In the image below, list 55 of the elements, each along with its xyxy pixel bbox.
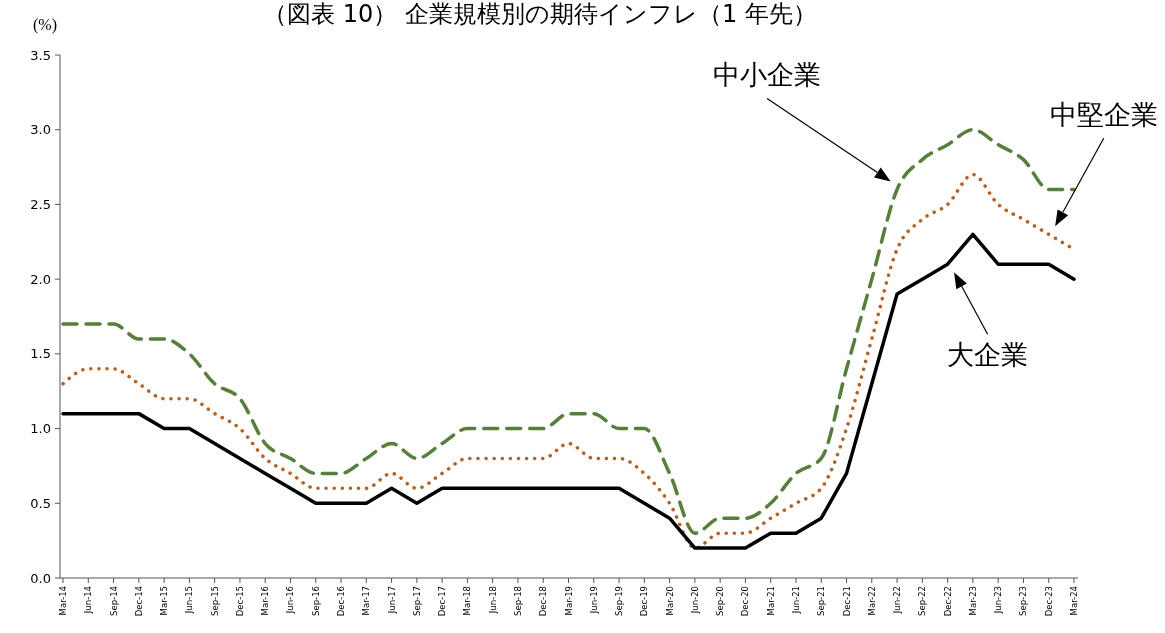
x-tick-label: Jun-22 (892, 586, 903, 615)
y-tick-label: 1.0 (30, 421, 51, 437)
x-tick-label: Sep-21 (816, 586, 827, 616)
y-tick-label: 0.5 (30, 495, 51, 511)
text: 中小企業 (713, 59, 822, 91)
x-tick-label: Sep-20 (715, 586, 726, 616)
x-tick-label: Dec-20 (740, 586, 751, 617)
x-tick-label: Mar-17 (361, 586, 372, 616)
chart-title: （図表 10） 企業規模別の期待インフレ（1 年先） (263, 0, 817, 28)
x-tick-label: Mar-22 (866, 586, 877, 616)
y-tick-label: 3.0 (30, 122, 51, 138)
x-tick-label: Sep-19 (614, 586, 625, 616)
y-tick-label: 2.0 (30, 271, 51, 287)
y-tick-label: 1.5 (30, 346, 51, 362)
x-tick-label: Mar-16 (260, 586, 271, 616)
x-tick-label: Dec-16 (336, 586, 347, 617)
x-tick-label: Jun-19 (588, 586, 599, 615)
x-tick-label: Jun-14 (83, 586, 94, 615)
y-tick-label: 3.5 (30, 47, 51, 63)
x-tick-label: Dec-17 (437, 586, 448, 617)
y-tick-label: 2.5 (30, 196, 51, 212)
x-tick-label: Mar-23 (967, 586, 978, 616)
x-tick-label: Sep-14 (108, 586, 119, 616)
x-tick-label: Jun-18 (487, 586, 498, 615)
x-tick-label: Mar-19 (563, 586, 574, 616)
x-tick-label: Jun-20 (689, 586, 700, 615)
x-tick-label: Mar-14 (58, 586, 68, 616)
x-tick-label: Mar-20 (664, 586, 675, 616)
x-tick-label: Sep-16 (310, 586, 321, 616)
x-tick-label: Dec-21 (841, 586, 852, 617)
x-tick-label: Dec-22 (942, 586, 953, 617)
x-tick-label: Sep-22 (917, 586, 928, 616)
x-tick-label: Sep-17 (411, 586, 422, 616)
x-tick-label: Sep-18 (512, 586, 523, 616)
x-tick-label: Sep-15 (209, 586, 220, 616)
x-tick-label: Mar-15 (159, 586, 170, 616)
text: 中堅企業 (1049, 99, 1158, 131)
x-tick-label: Mar-18 (462, 586, 473, 616)
x-tick-label: Dec-19 (639, 586, 650, 617)
x-tick-label: Jun-23 (993, 586, 1004, 615)
x-tick-label: Mar-21 (765, 586, 776, 616)
x-tick-label: Mar-24 (1069, 586, 1079, 616)
y-tick-label: 0.0 (30, 570, 51, 586)
y-axis-title: (%) (33, 16, 57, 34)
x-tick-label: Jun-16 (285, 586, 296, 615)
x-tick-label: Dec-14 (133, 586, 144, 617)
x-tick-label: Dec-18 (538, 586, 549, 617)
x-tick-label: Jun-21 (790, 586, 801, 615)
x-tick-label: Jun-17 (386, 586, 397, 615)
line-series (61, 232, 1076, 550)
x-tick-label: Sep-23 (1018, 586, 1029, 616)
x-tick-label: Dec-15 (234, 586, 245, 617)
x-tick-label: Dec-23 (1043, 586, 1054, 617)
legend-label: 大企業 (947, 339, 1029, 371)
x-tick-label: Jun-15 (184, 586, 195, 615)
